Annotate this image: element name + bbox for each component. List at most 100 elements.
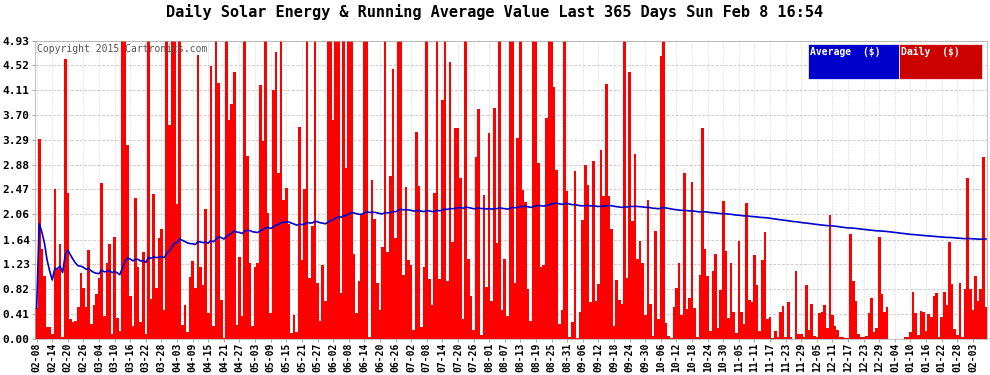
Bar [488, 133, 490, 339]
Bar [330, 40, 332, 339]
Bar [124, 40, 127, 339]
Bar [605, 84, 608, 339]
Bar [64, 58, 66, 339]
Bar [162, 310, 165, 339]
Bar [741, 312, 742, 339]
Bar [859, 337, 862, 339]
Bar [475, 156, 477, 339]
Bar [462, 319, 464, 339]
Bar [415, 132, 418, 339]
Bar [472, 330, 475, 339]
Bar [381, 247, 384, 339]
Bar [485, 287, 488, 339]
Bar [720, 290, 722, 339]
Bar [103, 316, 106, 339]
Bar [135, 198, 137, 339]
Bar [774, 332, 776, 339]
Bar [610, 228, 613, 339]
Bar [979, 289, 982, 339]
Bar [608, 196, 610, 339]
Bar [748, 300, 750, 339]
Bar [839, 337, 842, 339]
Bar [202, 285, 204, 339]
Bar [301, 260, 303, 339]
Bar [646, 200, 649, 339]
Bar [530, 321, 532, 339]
Bar [194, 288, 197, 339]
Bar [808, 330, 811, 339]
Bar [293, 315, 295, 339]
Bar [454, 128, 456, 339]
Bar [758, 331, 761, 339]
Bar [49, 327, 50, 339]
Bar [225, 40, 228, 339]
Bar [199, 267, 202, 339]
Bar [506, 316, 509, 339]
Bar [56, 269, 58, 339]
Bar [142, 252, 145, 339]
Bar [210, 66, 212, 339]
Bar [288, 224, 290, 339]
Bar [966, 178, 969, 339]
Bar [92, 305, 95, 339]
Bar [363, 40, 365, 339]
Bar [555, 170, 558, 339]
Bar [212, 326, 215, 339]
Bar [832, 315, 834, 339]
Bar [920, 311, 923, 339]
Bar [218, 83, 220, 339]
Bar [98, 278, 100, 339]
Bar [148, 40, 149, 339]
Bar [974, 276, 977, 339]
Bar [322, 265, 324, 339]
Bar [259, 86, 261, 339]
Bar [77, 307, 79, 339]
Bar [639, 242, 642, 339]
Bar [969, 289, 971, 339]
Bar [189, 277, 191, 339]
Bar [621, 304, 623, 339]
Bar [246, 156, 248, 339]
Bar [464, 40, 467, 339]
Bar [337, 40, 340, 339]
Bar [446, 281, 448, 339]
Bar [971, 310, 974, 339]
Bar [295, 332, 298, 339]
Bar [119, 331, 121, 339]
Bar [867, 313, 870, 339]
Bar [378, 310, 381, 339]
Bar [340, 294, 343, 339]
Bar [755, 285, 758, 339]
Bar [738, 242, 741, 339]
Bar [160, 229, 162, 339]
Bar [912, 292, 915, 339]
Bar [140, 322, 142, 339]
Bar [517, 138, 519, 339]
Bar [207, 314, 210, 339]
Bar [769, 317, 771, 339]
Bar [953, 330, 956, 339]
Bar [204, 209, 207, 339]
Bar [261, 141, 264, 339]
Bar [345, 168, 347, 339]
Bar [420, 327, 423, 339]
Text: Copyright 2015 Cartronics.com: Copyright 2015 Cartronics.com [38, 44, 208, 54]
Bar [357, 282, 360, 339]
Bar [282, 200, 285, 339]
Bar [233, 72, 236, 339]
Bar [527, 289, 530, 339]
Bar [61, 337, 64, 339]
Bar [402, 274, 405, 339]
Bar [631, 221, 634, 339]
Bar [444, 40, 446, 339]
Bar [958, 284, 961, 339]
Bar [90, 324, 92, 339]
Bar [623, 40, 626, 339]
Bar [71, 322, 74, 339]
Bar [940, 316, 943, 339]
Bar [469, 296, 472, 339]
Bar [722, 201, 725, 339]
Bar [899, 44, 982, 79]
Bar [176, 204, 178, 339]
Bar [727, 318, 730, 339]
